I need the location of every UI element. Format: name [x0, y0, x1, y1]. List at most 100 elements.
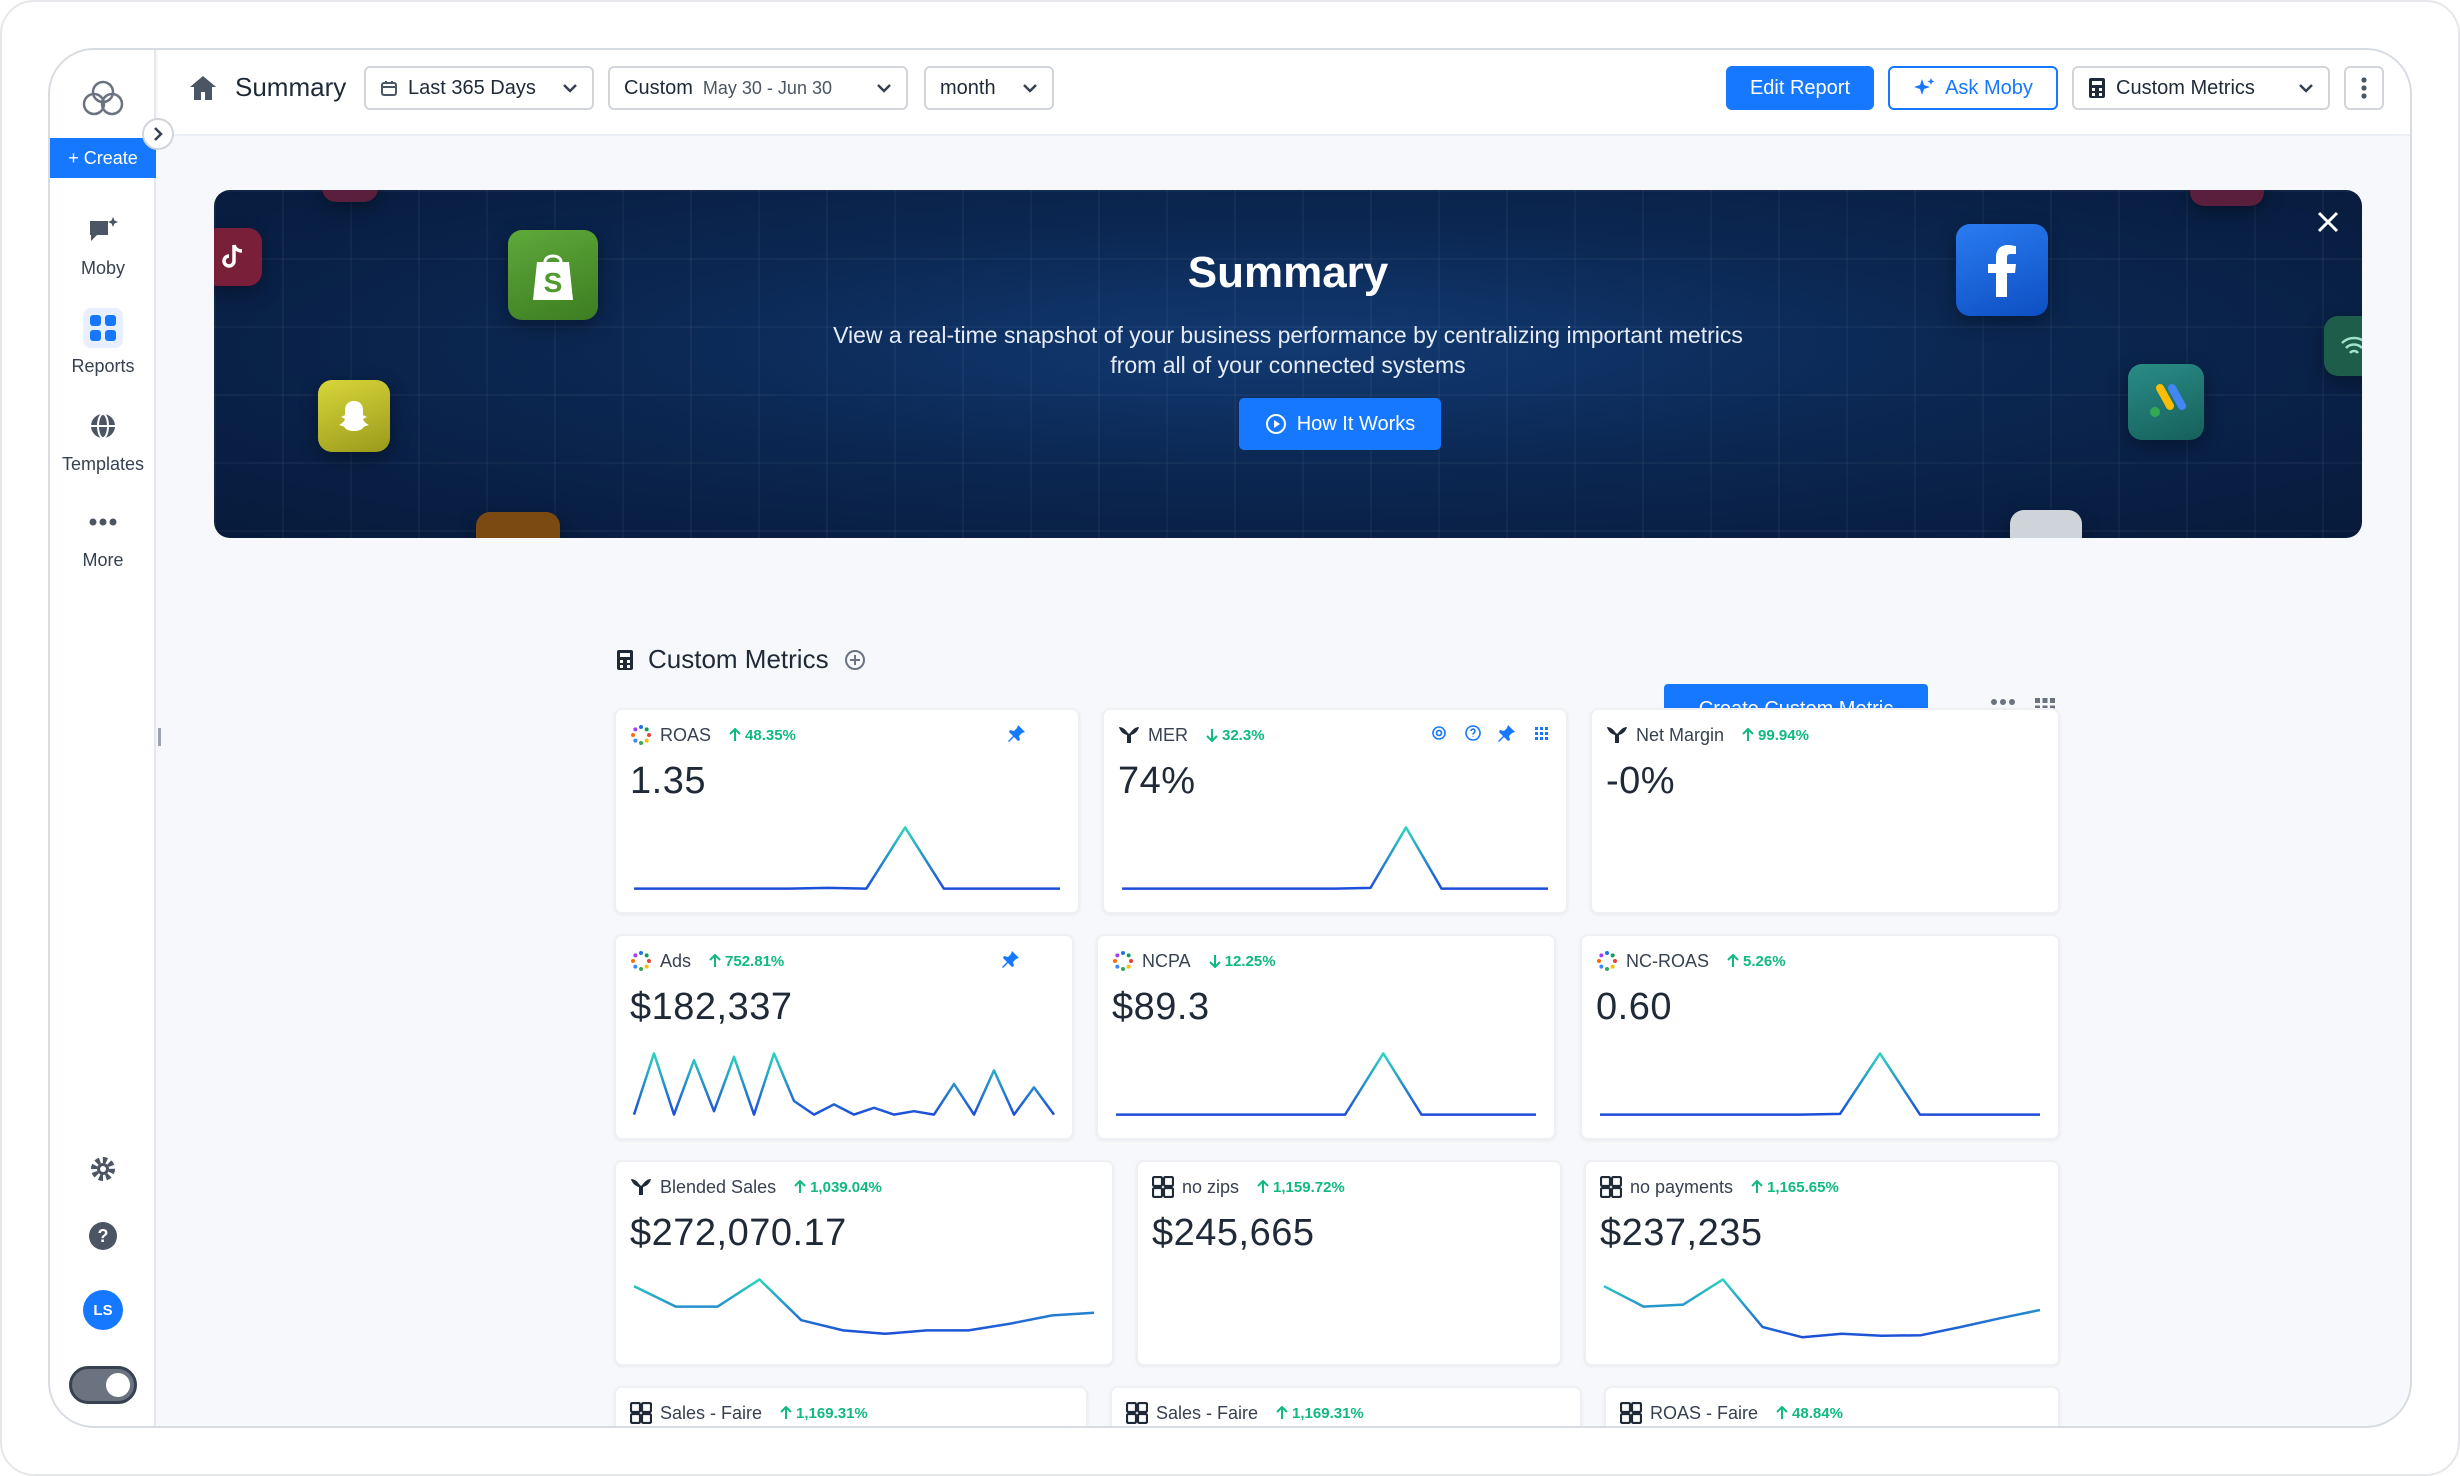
- sparkline: [1603, 1278, 2041, 1339]
- chevron-down-icon: [1023, 84, 1037, 93]
- settings-button[interactable]: [50, 1154, 156, 1184]
- drag-grid-icon[interactable]: [1532, 724, 1550, 742]
- how-it-works-label: How It Works: [1296, 412, 1416, 435]
- calculator-grid-icon: [1152, 1176, 1174, 1198]
- metric-change: 1,039.04%: [794, 1179, 882, 1196]
- compare-dates: May 30 - Jun 30: [702, 77, 832, 98]
- metric-header: ROAS - Faire 48.84%: [1620, 1402, 1843, 1424]
- metric-card[interactable]: no payments 1,165.65% $237,235: [1584, 1160, 2060, 1366]
- multi-source-icon: [1113, 951, 1133, 971]
- metric-card[interactable]: Blended Sales 1,039.04% $272,070.17: [614, 1160, 1114, 1366]
- theme-toggle[interactable]: [50, 1366, 156, 1404]
- arrow-up-icon: [1727, 954, 1739, 967]
- metric-header: Sales - Faire 1,169.31%: [630, 1402, 868, 1424]
- edit-report-label: Edit Report: [1749, 76, 1851, 99]
- arrow-up-icon: [1751, 1180, 1763, 1193]
- sidebar-item-more[interactable]: More: [50, 502, 156, 571]
- sidebar-item-reports[interactable]: Reports: [50, 308, 156, 377]
- sparkline-path: [634, 826, 1060, 890]
- metric-card[interactable]: Sales - Faire 1,169.31%: [1110, 1386, 1582, 1426]
- card-actions: [1002, 950, 1020, 968]
- metric-card[interactable]: NC-ROAS 5.26% 0.60: [1580, 934, 2060, 1140]
- ask-moby-button[interactable]: Ask Moby: [1888, 66, 2058, 110]
- metric-change-value: 1,159.72%: [1273, 1178, 1345, 1196]
- page-title: Summary: [235, 72, 347, 102]
- metric-name: MER: [1148, 724, 1188, 745]
- resize-handle[interactable]: [158, 728, 161, 746]
- custom-metrics-value: Custom Metrics: [2116, 76, 2255, 99]
- granularity-select[interactable]: month: [924, 66, 1054, 110]
- metric-name: Sales - Faire: [1156, 1402, 1259, 1423]
- metric-card[interactable]: ROAS 48.35% 1.35: [614, 708, 1080, 914]
- info-icon[interactable]: [1464, 724, 1482, 742]
- sidebar-collapse-button[interactable]: [142, 118, 174, 150]
- more-horizontal-icon[interactable]: [1990, 698, 2016, 706]
- pin-icon[interactable]: [1008, 724, 1026, 742]
- sidebar-item-templates[interactable]: Templates: [50, 406, 156, 475]
- card-actions: [1008, 724, 1026, 742]
- settings-icon[interactable]: [1430, 724, 1448, 742]
- metric-name: NC-ROAS: [1626, 950, 1710, 971]
- edit-report-button[interactable]: Edit Report: [1726, 66, 1874, 110]
- metric-card[interactable]: Net Margin 99.94% -0%: [1590, 708, 2060, 914]
- multi-source-icon: [631, 951, 651, 971]
- add-circle-icon[interactable]: [843, 648, 867, 672]
- sparkline-path: [633, 1278, 1095, 1336]
- metric-header: MER 32.3%: [1118, 724, 1265, 746]
- help-icon: ?: [89, 1222, 117, 1250]
- chevron-down-icon: [877, 84, 891, 93]
- custom-metrics-select[interactable]: Custom Metrics: [2072, 66, 2330, 110]
- metric-change: 1,169.31%: [1276, 1405, 1364, 1422]
- section-title: Custom Metrics: [648, 644, 829, 674]
- sparkline: [632, 1052, 1056, 1116]
- metric-change: 752.81%: [709, 953, 784, 970]
- pin-icon[interactable]: [1498, 724, 1516, 742]
- sidebar-item-label: Moby: [80, 258, 125, 278]
- arrow-up-icon: [729, 728, 741, 741]
- svg-text:S: S: [544, 267, 563, 298]
- metric-header: NCPA 12.25%: [1112, 950, 1276, 972]
- sidebar-item-moby[interactable]: Moby: [50, 210, 156, 279]
- help-button[interactable]: ?: [50, 1220, 156, 1252]
- sidebar: + Create Moby Reports Templates More: [50, 50, 156, 1426]
- partial-app-tile: [2190, 190, 2264, 206]
- toggle-switch: [69, 1366, 137, 1404]
- sparkline-path: [1116, 1052, 1536, 1116]
- triple-whale-icon: [631, 1179, 651, 1195]
- close-icon[interactable]: [2312, 206, 2344, 238]
- metric-card[interactable]: ROAS - Faire 48.84%: [1604, 1386, 2060, 1426]
- metric-value: -0%: [1606, 760, 1676, 802]
- user-avatar[interactable]: LS: [50, 1290, 156, 1330]
- pin-icon[interactable]: [1002, 950, 1020, 968]
- partial-app-tile: [2010, 510, 2082, 538]
- create-button[interactable]: + Create: [50, 138, 156, 178]
- globe-icon: [83, 406, 123, 446]
- chevron-down-icon: [2299, 84, 2313, 93]
- metric-change-value: 1,169.31%: [1292, 1404, 1364, 1422]
- banner-title: Summary: [1187, 248, 1389, 297]
- sparkline-path: [1600, 1052, 2040, 1116]
- kebab-icon: [2361, 77, 2367, 99]
- compare-range-select[interactable]: Custom May 30 - Jun 30: [608, 66, 908, 110]
- svg-text:?: ?: [98, 1226, 109, 1246]
- metric-change: 48.35%: [729, 727, 796, 744]
- metric-value: 1.35: [630, 760, 706, 802]
- metric-card[interactable]: no zips 1,159.72% $245,665: [1136, 1160, 1562, 1366]
- metric-card[interactable]: MER 32.3% 74%: [1102, 708, 1568, 914]
- metric-card[interactable]: Sales - Faire 1,169.31%: [614, 1386, 1088, 1426]
- play-circle-icon: [1265, 414, 1286, 434]
- metric-card[interactable]: NCPA 12.25% $89.3: [1096, 934, 1556, 1140]
- how-it-works-button[interactable]: How It Works: [1239, 398, 1441, 450]
- sparkline: [633, 1278, 1095, 1336]
- snapchat-icon: [318, 380, 390, 452]
- more-options-button[interactable]: [2344, 66, 2384, 110]
- home-icon[interactable]: [188, 74, 218, 102]
- metric-card[interactable]: Ads 752.81% $182,337: [614, 934, 1074, 1140]
- chevron-down-icon: [563, 84, 577, 93]
- arrow-up-icon: [1276, 1406, 1288, 1419]
- metric-change-value: 752.81%: [725, 952, 785, 970]
- metric-change-value: 1,169.31%: [796, 1404, 868, 1422]
- sparkline: [1122, 826, 1548, 890]
- date-range-select[interactable]: Last 365 Days: [364, 66, 594, 110]
- chevron-right-icon: [154, 127, 163, 141]
